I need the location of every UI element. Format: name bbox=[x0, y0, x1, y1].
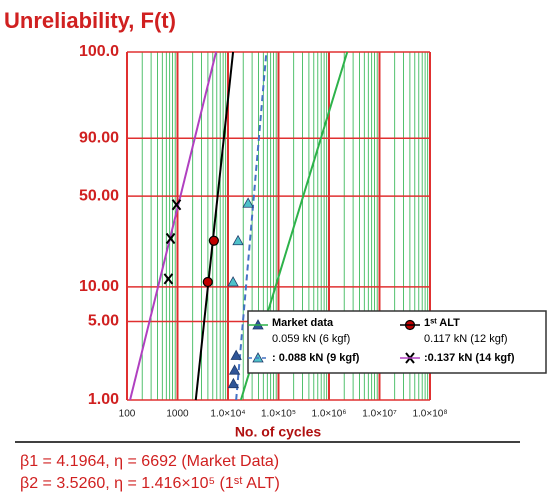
chart-title: Unreliability, F(t) bbox=[4, 8, 176, 33]
legend-label: 0.117 kN (12 kgf) bbox=[424, 333, 508, 345]
y-tick-label: 100.0 bbox=[79, 43, 119, 60]
x-tick-label: 1.0×10⁶ bbox=[312, 409, 347, 420]
legend-label: Market data bbox=[272, 317, 334, 329]
data-point bbox=[232, 234, 244, 246]
y-tick-label: 90.00 bbox=[79, 130, 119, 147]
y-tick-label: 5.00 bbox=[88, 313, 119, 330]
data-point bbox=[227, 276, 239, 287]
fit-line bbox=[194, 51, 235, 401]
data-point bbox=[230, 349, 242, 360]
data-point bbox=[242, 197, 254, 208]
y-tick-label: 1.00 bbox=[88, 391, 119, 408]
x-tick-label: 100 bbox=[119, 409, 136, 420]
fit-line bbox=[235, 51, 268, 401]
legend-label: : 0.088 kN (9 kgf) bbox=[272, 352, 360, 364]
x-tick-label: 1.0×10⁷ bbox=[362, 409, 397, 420]
annotation: β2 = 3.5260, η = 1.416×10⁵ (1ˢᵗ ALT) bbox=[20, 475, 280, 492]
fit-line bbox=[129, 51, 218, 401]
data-point bbox=[227, 377, 240, 389]
y-tick-label: 10.00 bbox=[79, 278, 119, 295]
legend-label: :0.137 kN (14 kgf) bbox=[424, 352, 515, 364]
x-tick-label: 1.0×10⁸ bbox=[412, 409, 447, 420]
legend-label: 1ˢᵗ ALT bbox=[424, 317, 460, 329]
x-tick-label: 1.0×10⁵ bbox=[261, 409, 296, 420]
x-tick-label: 1.0×10⁴ bbox=[210, 409, 245, 420]
x-axis-label: No. of cycles bbox=[235, 424, 322, 440]
legend bbox=[247, 310, 547, 374]
data-point bbox=[202, 276, 213, 288]
annotation: β1 = 4.1964, η = 6692 (Market Data) bbox=[20, 453, 279, 470]
data-point bbox=[171, 199, 182, 211]
data-point bbox=[165, 232, 176, 245]
y-tick-label: 50.00 bbox=[79, 187, 119, 204]
data-point bbox=[163, 273, 174, 285]
legend-label: 0.059 kN (6 kgf) bbox=[272, 333, 350, 345]
x-tick-label: 1000 bbox=[166, 409, 189, 420]
data-point bbox=[228, 364, 241, 375]
data-point bbox=[208, 235, 219, 246]
